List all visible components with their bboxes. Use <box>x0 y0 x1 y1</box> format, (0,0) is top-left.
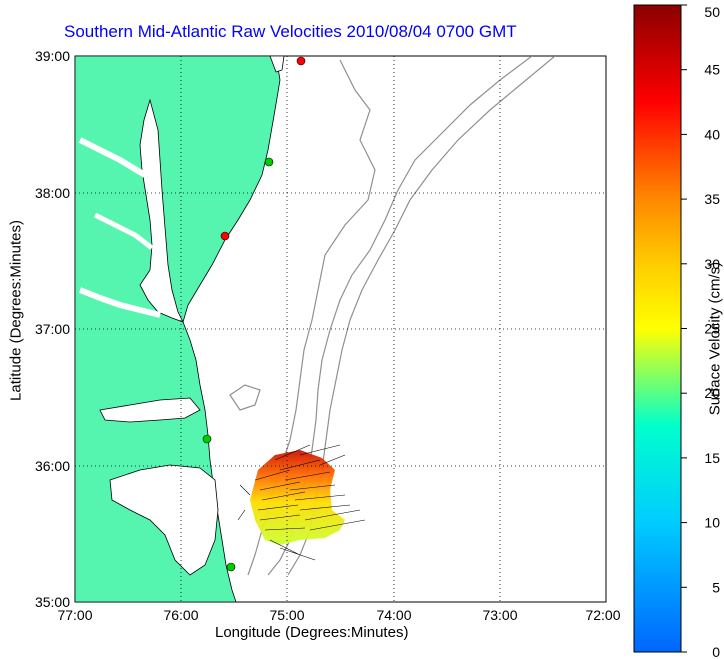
station-marker-inactive <box>220 231 230 241</box>
colorbar-tick-label: 15 <box>704 450 720 466</box>
x-tick-label: 74:00 <box>376 607 411 623</box>
station-marker-active <box>226 562 236 572</box>
x-tick-label: 76:00 <box>163 607 198 623</box>
james-river <box>78 287 161 318</box>
x-tick-label: 72:00 <box>585 607 620 623</box>
y-tick-label: 36:00 <box>35 458 70 474</box>
colorbar-tick-label: 20 <box>704 385 720 401</box>
x-tick-label: 77:00 <box>57 607 92 623</box>
colorbar <box>633 4 682 653</box>
colorbar-ticks: 0 5 10 15 20 25 30 35 40 45 50 <box>681 4 720 659</box>
y-tick-label: 39:00 <box>35 48 70 64</box>
station-marker-inactive <box>296 56 306 66</box>
x-axis-label: Longitude (Degrees:Minutes) <box>215 624 409 641</box>
x-axis-ticks: 77:00 76:00 75:00 74:00 73:00 72:00 <box>57 607 620 623</box>
grid <box>75 56 606 602</box>
rappahannock-river <box>93 212 154 250</box>
albemarle-sound <box>99 397 201 423</box>
potomac-river <box>78 137 147 178</box>
chesapeake-bay <box>139 98 184 323</box>
colorbar-tick-label: 0 <box>712 644 720 659</box>
station-marker-active <box>264 157 274 167</box>
colorbar-tick-label: 5 <box>712 579 720 595</box>
colorbar-label: Surface Velocity (cm/s) <box>706 261 724 416</box>
y-tick-label: 35:00 <box>35 594 70 610</box>
colorbar-tick-label: 45 <box>704 62 720 78</box>
colorbar-tick-label: 50 <box>704 4 720 20</box>
y-axis-label: Latitude (Degrees:Minutes) <box>7 220 25 401</box>
y-axis-ticks: 39:00 38:00 37:00 36:00 35:00 <box>35 48 70 610</box>
colorbar-tick-label: 40 <box>704 126 720 142</box>
y-tick-label: 38:00 <box>35 185 70 201</box>
x-tick-label: 75:00 <box>269 607 304 623</box>
colorbar-tick-label: 10 <box>704 515 720 531</box>
colorbar-tick-label: 35 <box>704 191 720 207</box>
delaware-bay <box>269 56 285 73</box>
land-region <box>75 56 281 602</box>
y-tick-label: 37:00 <box>35 321 70 337</box>
station-marker-active <box>202 434 212 444</box>
x-tick-label: 73:00 <box>482 607 517 623</box>
map-title: Southern Mid-Atlantic Raw Velocities 201… <box>64 22 517 41</box>
colorbar-tick-label: 30 <box>704 256 720 272</box>
velocity-vectors <box>237 444 366 561</box>
colorbar-tick-label: 25 <box>704 321 720 337</box>
